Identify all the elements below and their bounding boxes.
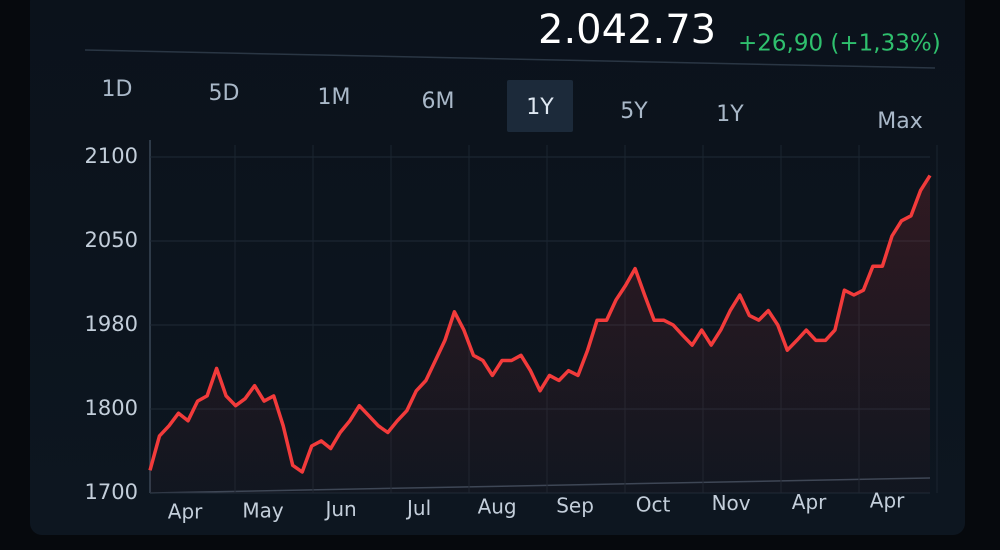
plot: 1700 1800 1980 2050 2100 Apr May Jun Jul Aug Sep Oc… xyxy=(85,140,938,524)
range-button[interactable]: 1M xyxy=(318,85,351,110)
y-tick-label: 1800 xyxy=(85,396,138,420)
y-tick-label: 1980 xyxy=(85,312,138,336)
range-button[interactable]: 5Y xyxy=(620,99,648,124)
x-tick-label: Nov xyxy=(712,491,751,515)
price-line xyxy=(148,174,932,474)
range-button[interactable]: Max xyxy=(877,109,922,134)
y-tick-label: 1700 xyxy=(85,480,138,504)
range-button[interactable]: 1Y xyxy=(716,102,744,127)
range-button[interactable]: 6M xyxy=(422,89,455,114)
range-button-active[interactable] xyxy=(507,80,573,132)
x-tick-label: Aug xyxy=(478,495,517,519)
price-change: +26,90 (+1,33%) xyxy=(738,31,941,57)
divider xyxy=(84,49,936,69)
y-tick-label: 2050 xyxy=(85,228,138,252)
range-button[interactable]: 5D xyxy=(209,81,240,106)
x-tick-label: Apr xyxy=(792,490,827,514)
x-tick-label: Apr xyxy=(168,500,203,524)
x-tick-label: Sep xyxy=(556,494,594,518)
range-button[interactable]: 1Y xyxy=(526,95,554,120)
range-bar: 1D 5D 1M 6M 1Y 5Y 1Y Max xyxy=(102,77,923,134)
x-tick-label: May xyxy=(242,498,284,522)
range-button[interactable]: 1D xyxy=(102,77,133,102)
y-tick-label: 2100 xyxy=(85,144,138,168)
price: 2.042.73 xyxy=(538,7,716,53)
x-tick-label: Jun xyxy=(323,497,356,521)
x-tick-label: Jul xyxy=(405,496,431,520)
line-area xyxy=(150,175,930,493)
x-tick-label: Oct xyxy=(636,492,671,516)
